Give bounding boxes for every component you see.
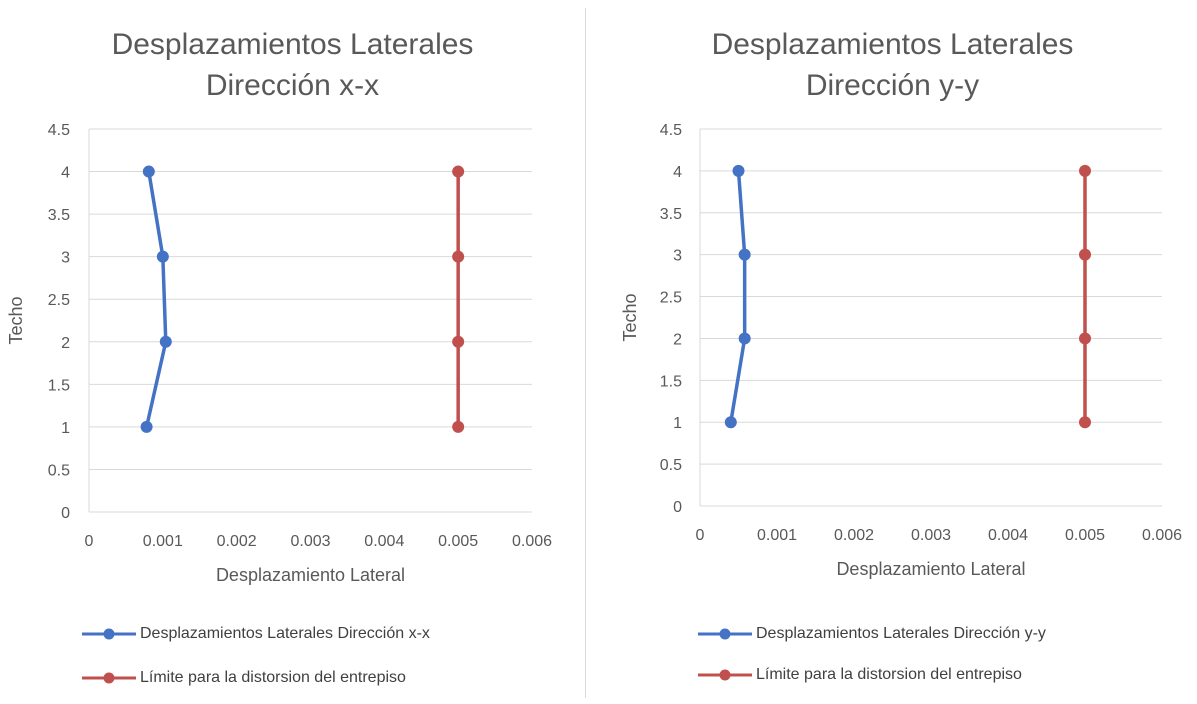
legend-label: Límite para la distorsion del entrepiso [140, 669, 406, 686]
data-point [142, 165, 155, 178]
chart-plot-area: 0 0.5 1 1.5 2 2.5 3 3.5 4 4.5 0 0.001 0.002 0.003 0.00… [6, 122, 552, 585]
chart-panel-right: Desplazamientos Laterales Dirección y-y … [588, 0, 1197, 704]
series-line [144, 171, 168, 428]
legend-marker-red [82, 672, 136, 684]
y-axis-title: Techo [6, 296, 26, 344]
data-point [738, 248, 751, 261]
data-point [452, 420, 465, 433]
x-tick-label: 0.002 [834, 527, 874, 544]
x-tick-label: 0 [85, 533, 94, 550]
y-tick-label: 1.5 [48, 377, 70, 394]
legend-entry: Desplazamientos Laterales Dirección x-x [80, 625, 430, 643]
y-tick-label: 4.5 [48, 122, 70, 139]
data-point [1079, 248, 1091, 261]
chart-plot-area: 0 0.5 1 1.5 2 2.5 3 3.5 4 4.5 0 0.001 0.002 0.003 0.00… [620, 122, 1182, 579]
x-tick-label: 0.004 [988, 527, 1028, 544]
legend-marker-red [698, 669, 752, 681]
data-point [1079, 332, 1091, 345]
x-tick-label: 0.005 [1065, 527, 1105, 544]
legend-entry: Desplazamientos Laterales Dirección y-y [696, 625, 1046, 643]
series-line [729, 170, 747, 423]
chart-title-line-1: Desplazamientos Laterales [111, 28, 474, 61]
data-point [140, 420, 153, 433]
x-tick-label: 0.003 [911, 527, 951, 544]
y-tick-label: 3.5 [48, 207, 70, 224]
y-tick-label: 2 [673, 331, 682, 348]
y-tick-label: 1 [673, 415, 682, 432]
data-point [159, 335, 172, 348]
data-point [1079, 416, 1091, 429]
legend-marker-blue [82, 628, 136, 640]
y-tick-label: 0.5 [48, 462, 70, 479]
x-tick-label: 0.005 [438, 533, 478, 550]
x-tick-label: 0.004 [364, 533, 404, 550]
y-tick-label: 4 [61, 165, 70, 182]
x-tick-label: 0.001 [757, 527, 797, 544]
y-tick-label: 0 [673, 499, 682, 516]
x-axis-title: Desplazamiento Lateral [836, 559, 1025, 579]
y-tick-label: 2.5 [48, 292, 70, 309]
data-point [738, 332, 751, 345]
data-point [452, 165, 465, 178]
x-tick-label: 0.006 [1142, 527, 1182, 544]
x-axis-title: Desplazamiento Lateral [216, 565, 405, 585]
y-tick-label: 3.5 [660, 206, 682, 223]
chart-panel-left: Desplazamientos Laterales Dirección x-x … [0, 0, 585, 704]
chart-title-line-2: Dirección x-x [205, 69, 380, 102]
data-point [1079, 164, 1091, 177]
y-tick-label: 1.5 [660, 373, 682, 390]
data-point [452, 250, 465, 263]
y-tick-label: 4.5 [660, 122, 682, 139]
legend-entry: Límite para la distorsion del entrepiso [696, 666, 1022, 684]
legend-label: Límite para la distorsion del entrepiso [756, 666, 1022, 683]
legend-marker-blue [698, 628, 752, 640]
legend-label: Desplazamientos Laterales Dirección x-x [140, 625, 430, 642]
data-point [156, 250, 169, 263]
y-tick-label: 2 [61, 335, 70, 352]
data-point [452, 335, 465, 348]
y-tick-label: 1 [61, 420, 70, 437]
x-tick-label: 0.002 [217, 533, 257, 550]
y-tick-label: 2.5 [660, 290, 682, 307]
y-axis-title: Techo [620, 293, 640, 341]
chart-title-line-2: Dirección y-y [805, 69, 980, 102]
y-tick-label: 3 [673, 248, 682, 265]
y-tick-label: 0 [61, 505, 70, 522]
x-tick-label: 0 [696, 527, 705, 544]
y-tick-label: 3 [61, 250, 70, 267]
y-tick-label: 0.5 [660, 457, 682, 474]
x-tick-label: 0.003 [290, 533, 330, 550]
y-tick-label: 4 [673, 164, 682, 181]
data-point [732, 164, 745, 177]
x-tick-label: 0.006 [512, 533, 552, 550]
chart-title-line-1: Desplazamientos Laterales [711, 28, 1074, 61]
data-point [724, 416, 737, 429]
legend-label: Desplazamientos Laterales Dirección y-y [756, 625, 1046, 642]
legend-entry: Límite para la distorsion del entrepiso [80, 669, 406, 687]
panel-divider [585, 8, 586, 698]
x-tick-label: 0.001 [143, 533, 183, 550]
